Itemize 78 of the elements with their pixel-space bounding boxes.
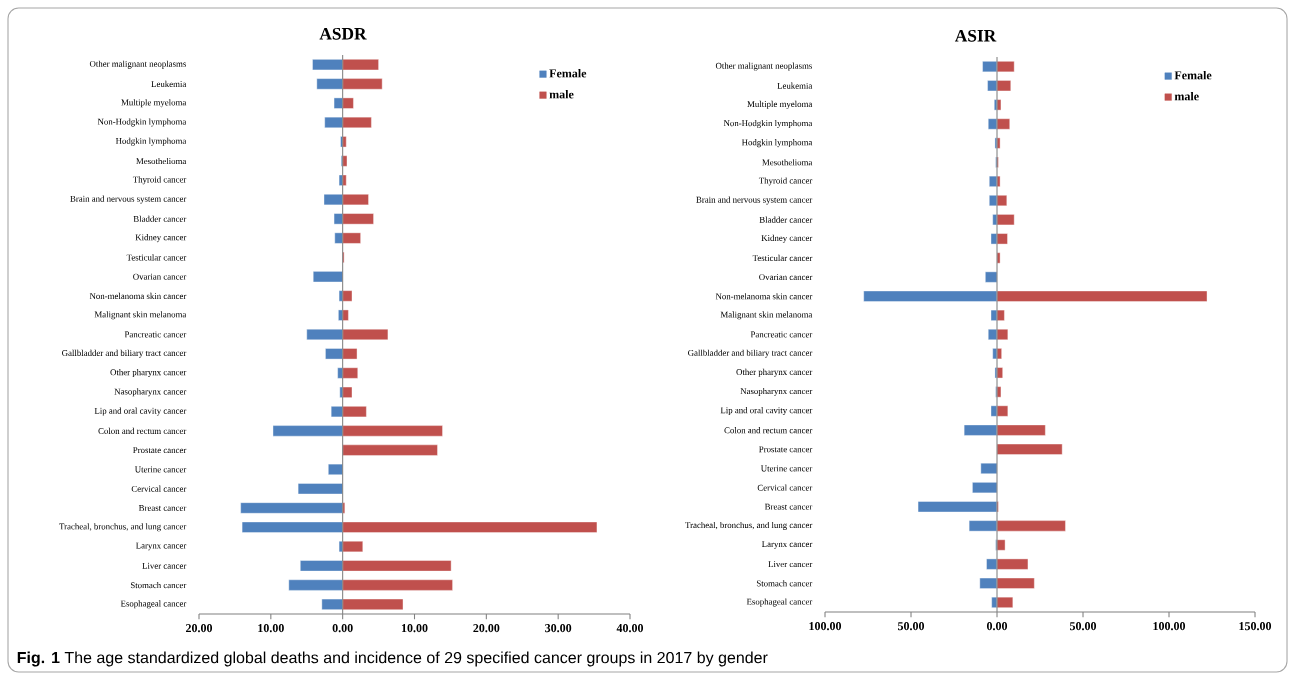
y-tick-label: Multiple myeloma — [747, 100, 813, 109]
y-tick-label: Stomach cancer — [130, 581, 187, 589]
x-tick-label: 50.00 — [897, 622, 925, 631]
y-tick-label: Thyroid cancer — [132, 176, 187, 185]
x-tick-label: 0.00 — [332, 624, 353, 633]
y-tick-label: Non-melanoma skin cancer — [89, 292, 187, 300]
y-tick-label: Brain and nervous system cancer — [70, 195, 187, 204]
x-tick-label: 50.00 — [1069, 622, 1097, 631]
y-tick-label: Uterine cancer — [760, 465, 813, 472]
x-tick-label: 40.00 — [616, 624, 644, 633]
y-tick-label: Breast cancer — [764, 503, 813, 510]
y-tick-label: Lip and oral cavity cancer — [720, 407, 813, 416]
x-tick-label: 150.00 — [1239, 622, 1272, 631]
y-tick-label: Testicular cancer — [126, 254, 187, 261]
y-tick-label: Malignant skin melanoma — [720, 311, 813, 320]
y-tick-label: Other pharynx cancer — [736, 368, 813, 377]
y-tick-label: Other malignant neoplasms — [89, 60, 186, 69]
y-tick-label: Non-Hodgkin lymphoma — [723, 119, 813, 128]
y-tick-label: Leukemia — [777, 82, 813, 89]
y-tick-label: Liver cancer — [142, 562, 187, 569]
y-tick-label: Prostate cancer — [133, 447, 187, 454]
y-tick-label: Pancreatic cancer — [750, 331, 813, 338]
chart-title: ASDR — [319, 27, 367, 40]
y-tick-label: Mesothelioma — [136, 157, 187, 165]
y-tick-label: Nasopharynx cancer — [740, 387, 813, 396]
y-tick-label: Uterine cancer — [134, 466, 187, 473]
x-tick-label: 10.00 — [401, 624, 428, 633]
x-tick-label: 100.00 — [1153, 622, 1186, 631]
legend-label: Female — [549, 68, 587, 78]
x-tick-label: 0.00 — [986, 622, 1008, 631]
y-tick-label: Larynx cancer — [135, 542, 187, 551]
y-tick-label: Brain and nervous system cancer — [696, 196, 813, 205]
y-tick-label: Kidney cancer — [135, 234, 187, 243]
y-tick-label: Prostate cancer — [759, 446, 813, 453]
y-tick-label: Non-Hodgkin lymphoma — [97, 118, 187, 127]
y-tick-label: Mesothelioma — [762, 159, 813, 166]
y-tick-label: Stomach cancer — [756, 580, 813, 587]
y-tick-label: Larynx cancer — [761, 541, 813, 549]
y-tick-label: Ovarian cancer — [759, 274, 813, 281]
y-tick-label: Ovarian cancer — [133, 273, 187, 280]
y-tick-label: Bladder cancer — [759, 216, 813, 223]
y-tick-label: Liver cancer — [768, 561, 813, 568]
y-tick-label: Leukemia — [151, 80, 187, 88]
y-tick-label: Tracheal, bronchus, and lung cancer — [59, 523, 187, 532]
y-tick-label: Thyroid cancer — [758, 177, 813, 186]
y-tick-label: Nasopharynx cancer — [114, 388, 187, 397]
y-tick-label: Breast cancer — [138, 505, 187, 511]
y-tick-label: Colon and rectum cancer — [98, 427, 187, 434]
y-tick-label: Testicular cancer — [752, 254, 813, 262]
x-tick-label: 20.00 — [473, 624, 500, 633]
y-tick-label: Gallbladder and biliary tract cancer — [688, 349, 813, 358]
chart-title: ASIR — [954, 29, 997, 42]
y-tick-label: Non-melanoma skin cancer — [715, 293, 813, 300]
y-tick-label: Hodgkin lymphoma — [115, 137, 187, 146]
legend-label: Female — [1174, 70, 1212, 80]
y-tick-label: Other pharynx cancer — [110, 369, 187, 378]
x-tick-label: 100.00 — [809, 622, 842, 631]
y-tick-label: Pancreatic cancer — [124, 331, 187, 338]
x-tick-label: 20.00 — [186, 624, 213, 633]
x-tick-label: 30.00 — [545, 624, 572, 633]
y-tick-label: Esophageal cancer — [120, 600, 187, 609]
y-tick-label: Tracheal, bronchus, and lung cancer — [685, 521, 813, 530]
y-tick-label: Lip and oral cavity cancer — [94, 407, 187, 416]
legend-label: male — [549, 89, 574, 99]
text: Fig. 1 The age standardized global deaths and incidence of 29 specified cancer groups in 2017 by gender — [17, 651, 768, 667]
y-tick-label: Hodgkin lymphoma — [741, 139, 813, 148]
y-tick-label: Colon and rectum cancer — [724, 427, 813, 434]
y-tick-label: Gallbladder and biliary tract cancer — [62, 349, 187, 358]
y-tick-label: Cervical cancer — [131, 485, 187, 492]
y-tick-label: Kidney cancer — [761, 234, 813, 243]
y-tick-label: Esophageal cancer — [746, 598, 813, 607]
y-tick-label: Malignant skin melanoma — [94, 311, 187, 320]
x-tick-label: 10.00 — [258, 624, 284, 633]
y-tick-label: Cervical cancer — [757, 484, 813, 491]
legend-label: male — [1174, 91, 1199, 101]
y-tick-label: Other malignant neoplasms — [715, 62, 812, 71]
y-tick-label: Multiple myeloma — [121, 99, 187, 108]
y-tick-label: Bladder cancer — [133, 215, 187, 222]
